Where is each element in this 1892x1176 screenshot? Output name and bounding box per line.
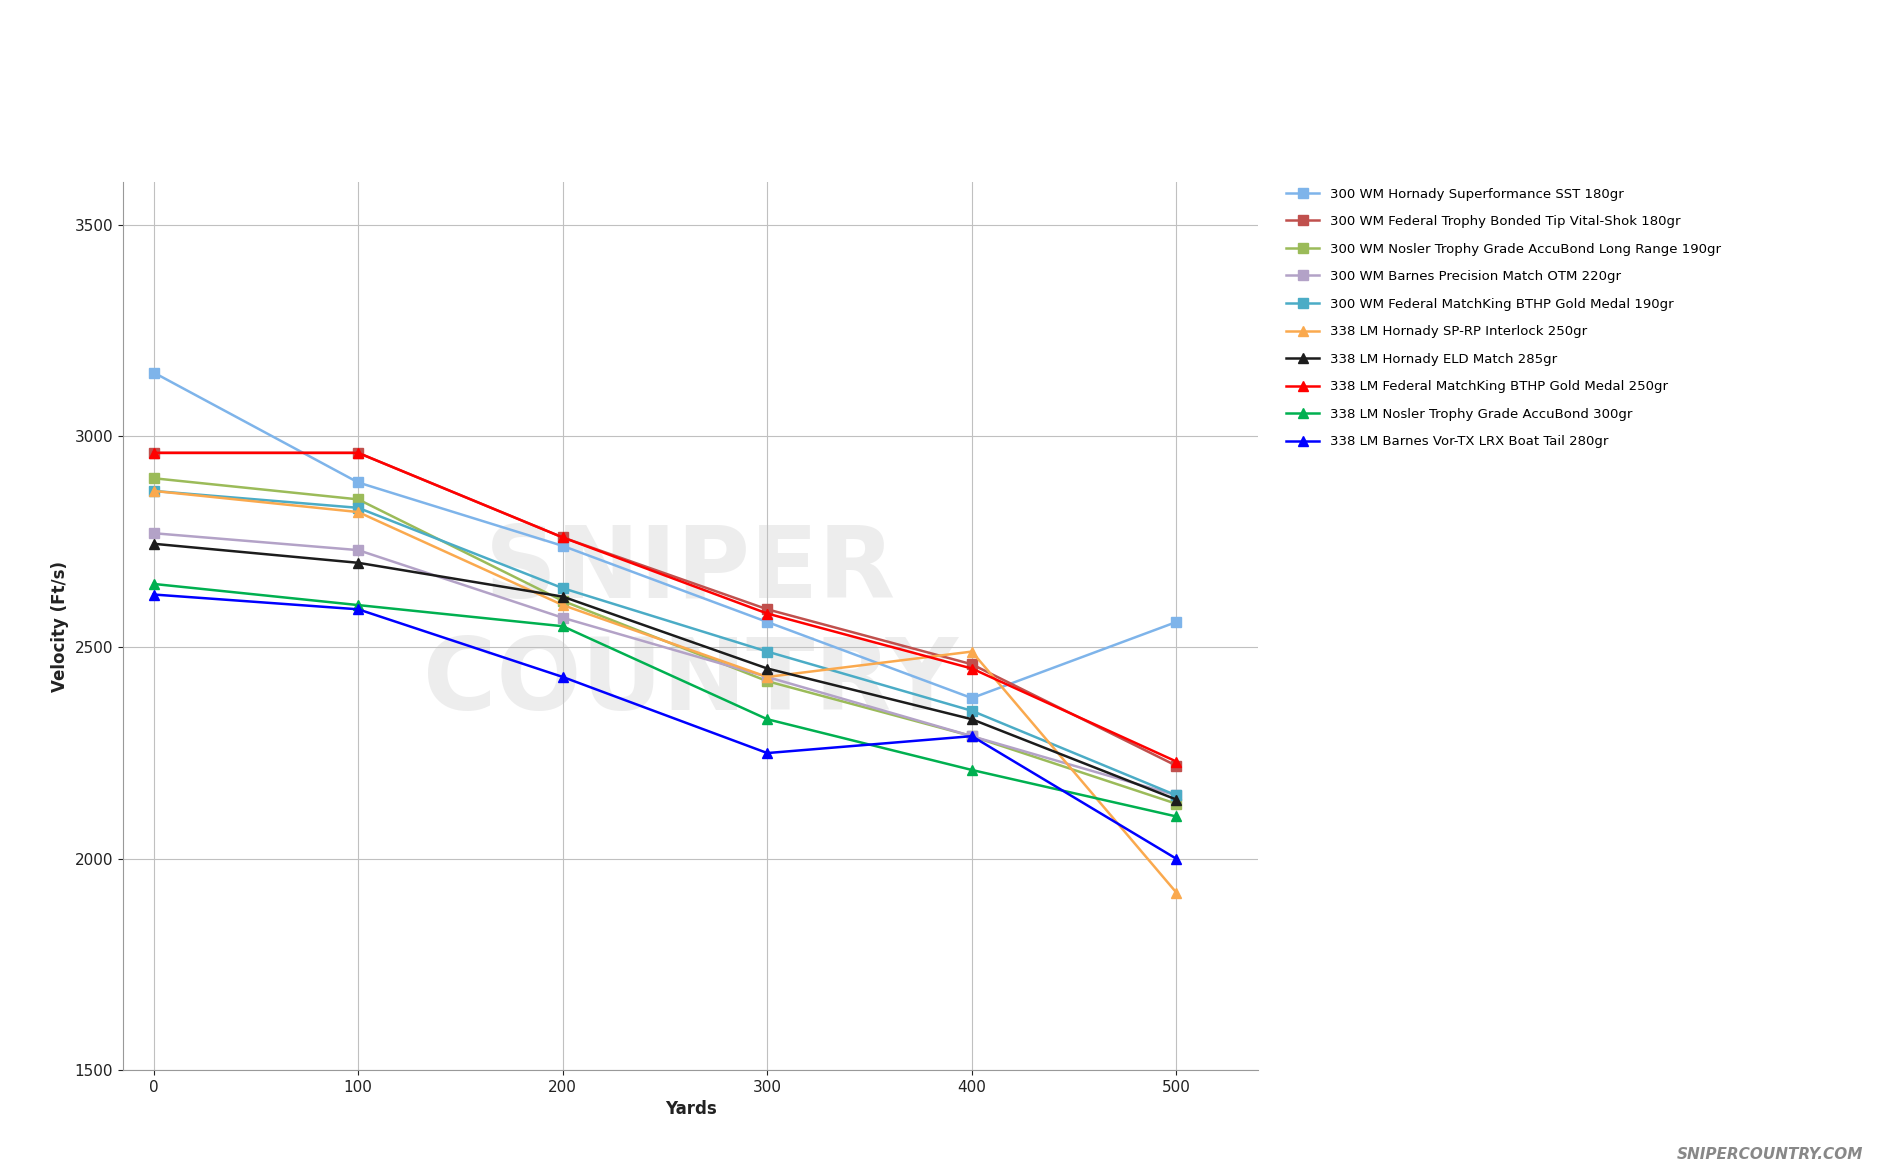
Text: BULLET VELOCITY: BULLET VELOCITY (571, 31, 1321, 105)
Line: 338 LM Hornady ELD Match 285gr: 338 LM Hornady ELD Match 285gr (149, 539, 1181, 804)
300 WM Barnes Precision Match OTM 220gr (961, 729, 984, 743)
300 WM Nosler Trophy Grade AccuBond Long Range 190gr (1165, 797, 1188, 811)
300 WM Barnes Precision Match OTM 220gr (346, 543, 369, 557)
300 WM Nosler Trophy Grade AccuBond Long Range 190gr (142, 472, 165, 486)
300 WM Federal Trophy Bonded Tip Vital-Shok 180gr (1165, 759, 1188, 773)
338 LM Nosler Trophy Grade AccuBond 300gr (551, 619, 573, 633)
Y-axis label: Velocity (Ft/s): Velocity (Ft/s) (51, 561, 70, 691)
Line: 300 WM Barnes Precision Match OTM 220gr: 300 WM Barnes Precision Match OTM 220gr (149, 528, 1181, 800)
338 LM Hornady ELD Match 285gr (757, 661, 780, 675)
338 LM Federal MatchKing BTHP Gold Medal 250gr (346, 446, 369, 460)
338 LM Barnes Vor-TX LRX Boat Tail 280gr (1165, 851, 1188, 866)
300 WM Hornady Superformance SST 180gr (346, 475, 369, 489)
300 WM Barnes Precision Match OTM 220gr (757, 670, 780, 684)
338 LM Hornady ELD Match 285gr (551, 589, 573, 603)
300 WM Barnes Precision Match OTM 220gr (1165, 788, 1188, 802)
338 LM Hornady SP-RP Interlock 250gr (346, 505, 369, 519)
300 WM Federal Trophy Bonded Tip Vital-Shok 180gr (346, 446, 369, 460)
300 WM Nosler Trophy Grade AccuBond Long Range 190gr (346, 493, 369, 507)
338 LM Hornady ELD Match 285gr (346, 556, 369, 570)
X-axis label: Yards: Yards (664, 1101, 717, 1118)
338 LM Hornady SP-RP Interlock 250gr (142, 483, 165, 497)
300 WM Federal Trophy Bonded Tip Vital-Shok 180gr (961, 657, 984, 671)
Line: 300 WM Federal MatchKing BTHP Gold Medal 190gr: 300 WM Federal MatchKing BTHP Gold Medal… (149, 486, 1181, 800)
338 LM Hornady SP-RP Interlock 250gr (757, 670, 780, 684)
300 WM Federal MatchKing BTHP Gold Medal 190gr (1165, 788, 1188, 802)
338 LM Nosler Trophy Grade AccuBond 300gr (142, 577, 165, 592)
Line: 300 WM Nosler Trophy Grade AccuBond Long Range 190gr: 300 WM Nosler Trophy Grade AccuBond Long… (149, 474, 1181, 809)
338 LM Barnes Vor-TX LRX Boat Tail 280gr (142, 588, 165, 602)
300 WM Hornady Superformance SST 180gr (961, 691, 984, 706)
300 WM Federal MatchKing BTHP Gold Medal 190gr (551, 581, 573, 595)
300 WM Federal MatchKing BTHP Gold Medal 190gr (142, 483, 165, 497)
338 LM Nosler Trophy Grade AccuBond 300gr (346, 599, 369, 613)
300 WM Nosler Trophy Grade AccuBond Long Range 190gr (551, 594, 573, 608)
338 LM Nosler Trophy Grade AccuBond 300gr (961, 763, 984, 777)
338 LM Hornady SP-RP Interlock 250gr (1165, 886, 1188, 900)
300 WM Hornady Superformance SST 180gr (757, 615, 780, 629)
338 LM Federal MatchKing BTHP Gold Medal 250gr (961, 661, 984, 675)
Line: 338 LM Federal MatchKing BTHP Gold Medal 250gr: 338 LM Federal MatchKing BTHP Gold Medal… (149, 448, 1181, 767)
338 LM Barnes Vor-TX LRX Boat Tail 280gr (346, 602, 369, 616)
300 WM Hornady Superformance SST 180gr (551, 539, 573, 553)
338 LM Federal MatchKing BTHP Gold Medal 250gr (142, 446, 165, 460)
338 LM Barnes Vor-TX LRX Boat Tail 280gr (961, 729, 984, 743)
300 WM Hornady Superformance SST 180gr (1165, 615, 1188, 629)
Line: 338 LM Nosler Trophy Grade AccuBond 300gr: 338 LM Nosler Trophy Grade AccuBond 300g… (149, 579, 1181, 821)
338 LM Hornady SP-RP Interlock 250gr (551, 599, 573, 613)
338 LM Federal MatchKing BTHP Gold Medal 250gr (551, 530, 573, 544)
338 LM Nosler Trophy Grade AccuBond 300gr (757, 713, 780, 727)
Text: SNIPERCOUNTRY.COM: SNIPERCOUNTRY.COM (1676, 1147, 1864, 1162)
300 WM Barnes Precision Match OTM 220gr (551, 610, 573, 624)
300 WM Federal Trophy Bonded Tip Vital-Shok 180gr (757, 602, 780, 616)
338 LM Barnes Vor-TX LRX Boat Tail 280gr (551, 670, 573, 684)
338 LM Federal MatchKing BTHP Gold Medal 250gr (757, 607, 780, 621)
300 WM Hornady Superformance SST 180gr (142, 366, 165, 380)
Line: 338 LM Hornady SP-RP Interlock 250gr: 338 LM Hornady SP-RP Interlock 250gr (149, 486, 1181, 897)
Line: 300 WM Federal Trophy Bonded Tip Vital-Shok 180gr: 300 WM Federal Trophy Bonded Tip Vital-S… (149, 448, 1181, 770)
300 WM Federal Trophy Bonded Tip Vital-Shok 180gr (551, 530, 573, 544)
338 LM Hornady ELD Match 285gr (142, 536, 165, 550)
300 WM Nosler Trophy Grade AccuBond Long Range 190gr (961, 729, 984, 743)
Text: SNIPER
COUNTRY: SNIPER COUNTRY (424, 522, 957, 730)
Legend: 300 WM Hornady Superformance SST 180gr, 300 WM Federal Trophy Bonded Tip Vital-S: 300 WM Hornady Superformance SST 180gr, … (1281, 182, 1726, 454)
338 LM Nosler Trophy Grade AccuBond 300gr (1165, 809, 1188, 823)
300 WM Barnes Precision Match OTM 220gr (142, 526, 165, 540)
300 WM Federal MatchKing BTHP Gold Medal 190gr (346, 501, 369, 515)
338 LM Barnes Vor-TX LRX Boat Tail 280gr (757, 746, 780, 760)
338 LM Hornady ELD Match 285gr (961, 713, 984, 727)
338 LM Hornady SP-RP Interlock 250gr (961, 644, 984, 659)
300 WM Federal MatchKing BTHP Gold Medal 190gr (757, 644, 780, 659)
300 WM Federal Trophy Bonded Tip Vital-Shok 180gr (142, 446, 165, 460)
338 LM Hornady ELD Match 285gr (1165, 793, 1188, 807)
338 LM Federal MatchKing BTHP Gold Medal 250gr (1165, 755, 1188, 769)
Line: 300 WM Hornady Superformance SST 180gr: 300 WM Hornady Superformance SST 180gr (149, 368, 1181, 703)
300 WM Federal MatchKing BTHP Gold Medal 190gr (961, 703, 984, 717)
Line: 338 LM Barnes Vor-TX LRX Boat Tail 280gr: 338 LM Barnes Vor-TX LRX Boat Tail 280gr (149, 589, 1181, 863)
300 WM Nosler Trophy Grade AccuBond Long Range 190gr (757, 674, 780, 688)
